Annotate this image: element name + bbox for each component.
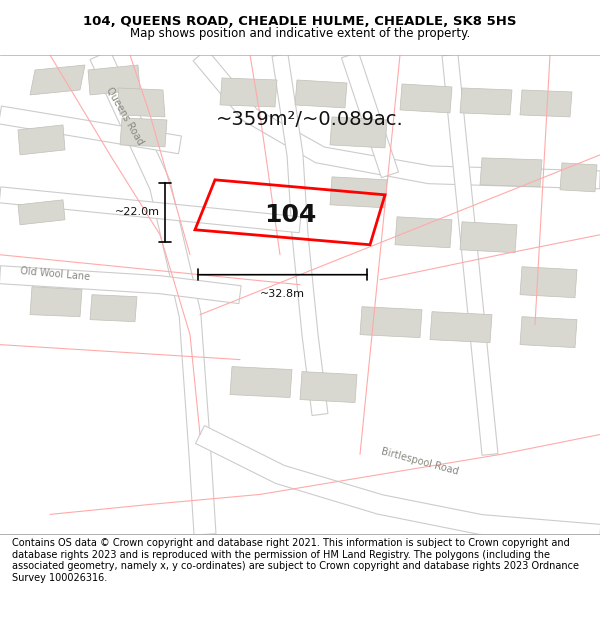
Polygon shape xyxy=(395,217,452,248)
Polygon shape xyxy=(90,294,137,322)
Text: Old Wool Lane: Old Wool Lane xyxy=(20,266,91,282)
Polygon shape xyxy=(18,200,65,225)
Polygon shape xyxy=(18,125,65,155)
Text: Birtlespool Road: Birtlespool Road xyxy=(380,446,460,476)
Text: ~22.0m: ~22.0m xyxy=(115,208,160,217)
Polygon shape xyxy=(30,65,85,95)
Text: 104: 104 xyxy=(264,202,316,227)
Polygon shape xyxy=(330,177,387,208)
Polygon shape xyxy=(30,287,82,317)
Polygon shape xyxy=(460,222,517,253)
Polygon shape xyxy=(90,51,216,535)
Polygon shape xyxy=(520,317,577,348)
Polygon shape xyxy=(0,266,241,304)
Polygon shape xyxy=(330,117,387,148)
Polygon shape xyxy=(0,106,181,154)
Polygon shape xyxy=(220,78,277,107)
Polygon shape xyxy=(0,187,301,232)
Polygon shape xyxy=(520,267,577,298)
Polygon shape xyxy=(430,312,492,342)
Text: ~359m²/~0.089ac.: ~359m²/~0.089ac. xyxy=(216,111,404,129)
Polygon shape xyxy=(118,88,165,117)
Polygon shape xyxy=(480,158,542,187)
Polygon shape xyxy=(400,84,452,113)
Polygon shape xyxy=(196,426,600,544)
Polygon shape xyxy=(120,118,167,147)
Polygon shape xyxy=(300,372,357,402)
Polygon shape xyxy=(520,90,572,117)
Polygon shape xyxy=(460,88,512,115)
Polygon shape xyxy=(341,52,398,177)
Text: Contains OS data © Crown copyright and database right 2021. This information is : Contains OS data © Crown copyright and d… xyxy=(12,538,579,582)
Text: ~32.8m: ~32.8m xyxy=(260,289,305,299)
Polygon shape xyxy=(560,163,597,192)
Polygon shape xyxy=(88,65,140,95)
Polygon shape xyxy=(230,367,292,398)
Polygon shape xyxy=(442,54,498,455)
Polygon shape xyxy=(193,49,600,189)
Text: Queens Road: Queens Road xyxy=(104,86,146,147)
Polygon shape xyxy=(360,307,422,338)
Text: Map shows position and indicative extent of the property.: Map shows position and indicative extent… xyxy=(130,27,470,39)
Text: 104, QUEENS ROAD, CHEADLE HULME, CHEADLE, SK8 5HS: 104, QUEENS ROAD, CHEADLE HULME, CHEADLE… xyxy=(83,16,517,28)
Polygon shape xyxy=(272,54,328,416)
Polygon shape xyxy=(295,80,347,108)
